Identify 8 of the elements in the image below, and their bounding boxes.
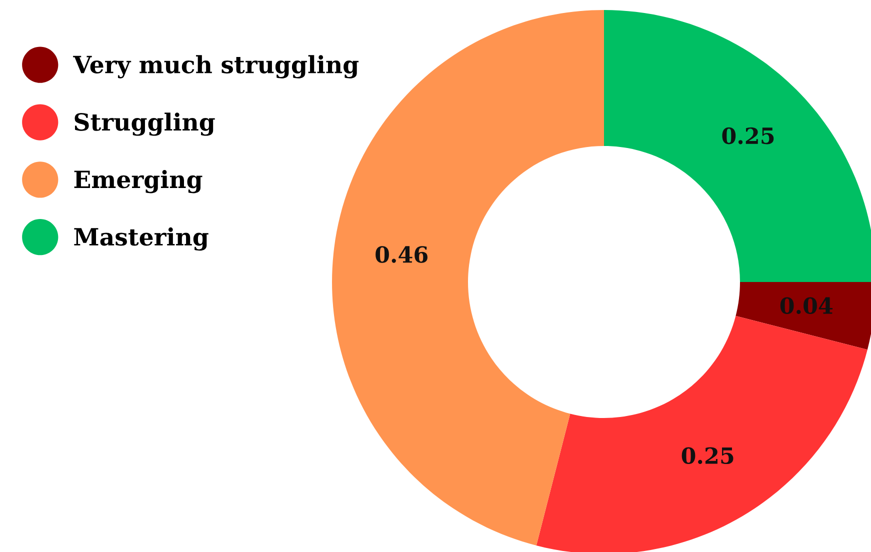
legend-label: Struggling	[74, 112, 215, 136]
data-label: 0.25	[722, 127, 774, 144]
data-label: 0.04	[780, 297, 833, 314]
data-label: 0.25	[682, 447, 734, 464]
legend-label: Mastering	[74, 227, 208, 251]
data-label: 0.46	[376, 246, 428, 263]
legend-label: Very much struggling	[73, 55, 359, 78]
legend-label: Emerging	[74, 170, 202, 194]
